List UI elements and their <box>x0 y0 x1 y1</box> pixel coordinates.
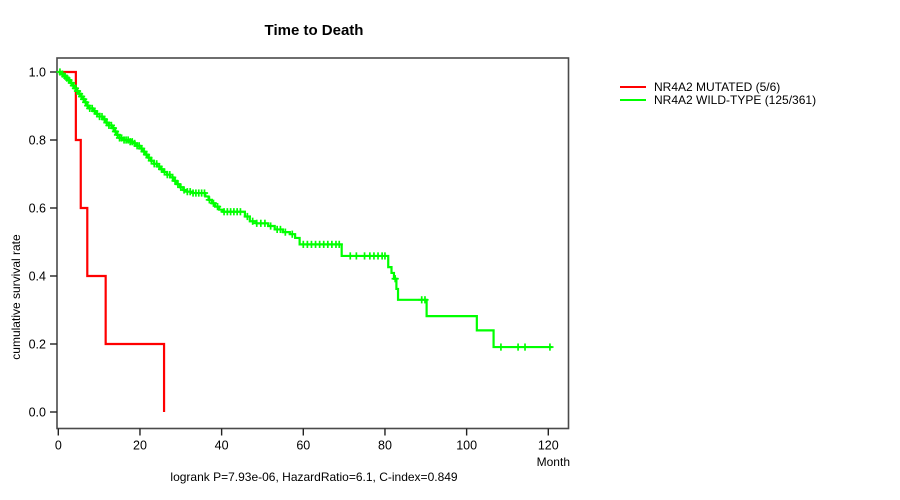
y-tick-label: 0.6 <box>29 202 46 216</box>
x-tick-label: 40 <box>215 439 229 453</box>
legend-label-wildtype: NR4A2 WILD-TYPE (125/361) <box>654 93 817 108</box>
legend: NR4A2 MUTATED (5/6) NR4A2 WILD-TYPE (125… <box>620 80 816 107</box>
plot-box <box>56 57 570 430</box>
x-tick-label: 60 <box>296 439 310 453</box>
legend-label-mutated: NR4A2 MUTATED (5/6) <box>654 79 781 94</box>
wildtype-line-swatch <box>620 99 646 102</box>
legend-item-wildtype: NR4A2 WILD-TYPE (125/361) <box>620 93 817 108</box>
y-tick-label: 1.0 <box>29 66 46 80</box>
x-axis-unit-label: Month <box>536 455 570 469</box>
mutated-line-swatch <box>620 85 646 88</box>
survival-curve-mutated <box>58 70 166 412</box>
x-tick-label: 0 <box>55 439 62 453</box>
statistics-annotation: logrank P=7.93e-06, HazardRatio=6.1, C-i… <box>170 470 458 484</box>
legend-item-mutated: NR4A2 MUTATED (5/6) <box>620 80 816 94</box>
y-tick-label: 0.2 <box>29 338 46 352</box>
x-tick-label: 80 <box>378 439 392 453</box>
y-tick-label: 0.4 <box>29 270 46 284</box>
y-tick-label: 0.8 <box>29 134 46 148</box>
x-tick-label: 100 <box>456 439 477 453</box>
x-tick-label: 120 <box>538 439 559 453</box>
y-tick-label: 0.0 <box>29 406 46 420</box>
x-tick-label: 20 <box>133 439 147 453</box>
chart-title: Time to Death <box>264 22 364 39</box>
survival-curve-wildtype <box>58 70 553 349</box>
